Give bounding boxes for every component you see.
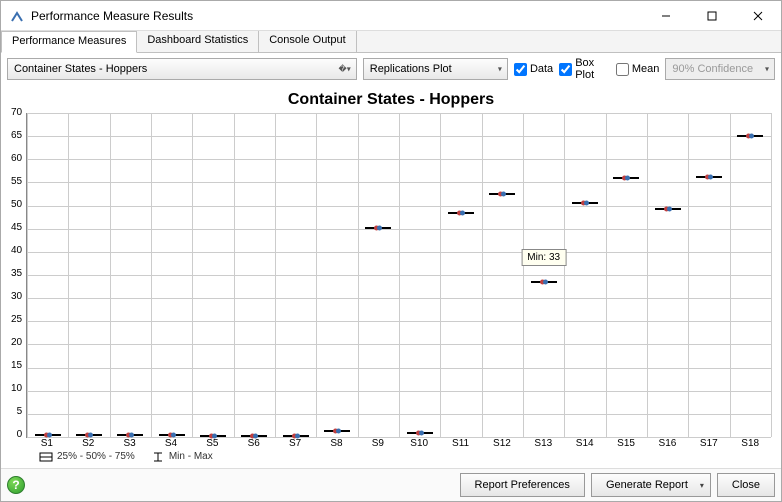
x-tick: S4 [150, 438, 191, 449]
data-marker[interactable] [241, 435, 267, 437]
data-marker[interactable] [655, 208, 681, 210]
x-tick: S5 [192, 438, 233, 449]
data-checkbox-input[interactable] [514, 63, 527, 76]
x-tick: S10 [399, 438, 440, 449]
report-preferences-label: Report Preferences [475, 479, 570, 491]
chevron-down-icon: ▾ [765, 65, 769, 74]
x-tick: S14 [564, 438, 605, 449]
data-marker[interactable] [159, 434, 185, 436]
confidence-value: 90% Confidence [672, 63, 753, 75]
close-button[interactable]: Close [717, 473, 775, 497]
chevron-down-icon: �▾ [339, 65, 351, 74]
generate-report-button[interactable]: Generate Report [591, 473, 711, 497]
close-button-label: Close [732, 479, 760, 491]
mean-checkbox-input[interactable] [616, 63, 629, 76]
x-tick: S7 [274, 438, 315, 449]
titlebar: Performance Measure Results [1, 1, 781, 31]
x-tick: S3 [109, 438, 150, 449]
chevron-down-icon: ▾ [498, 65, 502, 74]
x-tick: S11 [440, 438, 481, 449]
data-marker[interactable] [696, 176, 722, 178]
view-select-value: Replications Plot [370, 63, 452, 75]
x-tick: S18 [730, 438, 771, 449]
measure-select-value: Container States - Hoppers [14, 63, 147, 75]
view-select[interactable]: Replications Plot ▾ [363, 58, 508, 80]
y-axis: 7065605550454035302520151050 [11, 113, 26, 449]
legend-box: 25% - 50% - 75% [39, 451, 135, 462]
legend-minmax-label: Min - Max [169, 451, 213, 462]
window-title: Performance Measure Results [31, 9, 643, 23]
measure-select[interactable]: Container States - Hoppers �▾ [7, 58, 357, 80]
data-marker[interactable] [283, 435, 309, 437]
maximize-button[interactable] [689, 1, 735, 31]
data-marker[interactable] [737, 135, 763, 137]
data-checkbox-label: Data [530, 63, 553, 75]
boxplot-checkbox[interactable]: Box Plot [559, 57, 610, 81]
minimize-button[interactable] [643, 1, 689, 31]
x-tick: S15 [605, 438, 646, 449]
legend-minmax: Min - Max [151, 451, 213, 462]
confidence-select: 90% Confidence ▾ [665, 58, 775, 80]
legend-box-label: 25% - 50% - 75% [57, 451, 135, 462]
legend: 25% - 50% - 75% Min - Max [11, 449, 771, 466]
data-marker[interactable] [324, 430, 350, 432]
tab-console-output[interactable]: Console Output [259, 31, 356, 52]
data-marker[interactable] [613, 177, 639, 179]
x-tick: S9 [357, 438, 398, 449]
x-tick: S8 [316, 438, 357, 449]
tab-dashboard-statistics[interactable]: Dashboard Statistics [137, 31, 259, 52]
tab-bar: Performance MeasuresDashboard Statistics… [1, 31, 781, 53]
report-preferences-button[interactable]: Report Preferences [460, 473, 585, 497]
data-checkbox[interactable]: Data [514, 63, 553, 76]
help-icon[interactable]: ? [7, 476, 25, 494]
x-tick: S12 [481, 438, 522, 449]
x-tick: S16 [647, 438, 688, 449]
x-axis: S1S2S3S4S5S6S7S8S9S10S11S12S13S14S15S16S… [26, 438, 771, 449]
x-tick: S6 [233, 438, 274, 449]
chart-area: Container States - Hoppers 7065605550454… [1, 85, 781, 468]
data-marker[interactable] [35, 434, 61, 436]
toolbar: Container States - Hoppers �▾ Replicatio… [1, 53, 781, 85]
app-icon [9, 8, 25, 24]
x-tick: S17 [688, 438, 729, 449]
data-marker[interactable] [365, 227, 391, 229]
x-tick: S2 [68, 438, 109, 449]
tab-performance-measures[interactable]: Performance Measures [1, 31, 137, 53]
chart-title: Container States - Hoppers [11, 91, 771, 109]
x-tick: S1 [26, 438, 67, 449]
boxplot-checkbox-input[interactable] [559, 63, 572, 76]
close-window-button[interactable] [735, 1, 781, 31]
plot-grid: Min: 33 [26, 113, 771, 438]
data-marker[interactable] [572, 202, 598, 204]
data-marker[interactable] [117, 434, 143, 436]
footer: ? Report Preferences Generate Report Clo… [1, 468, 781, 501]
data-marker[interactable] [489, 193, 515, 195]
data-marker[interactable] [448, 212, 474, 214]
x-tick: S13 [523, 438, 564, 449]
boxplot-checkbox-label: Box Plot [575, 57, 610, 81]
data-marker[interactable] [531, 281, 557, 283]
mean-checkbox[interactable]: Mean [616, 63, 660, 76]
plot: 7065605550454035302520151050 Min: 33 S1S… [11, 113, 771, 449]
generate-report-label: Generate Report [606, 479, 688, 491]
data-marker[interactable] [200, 435, 226, 437]
data-marker[interactable] [76, 434, 102, 436]
tooltip: Min: 33 [521, 249, 566, 266]
data-marker[interactable] [407, 432, 433, 434]
mean-checkbox-label: Mean [632, 63, 660, 75]
